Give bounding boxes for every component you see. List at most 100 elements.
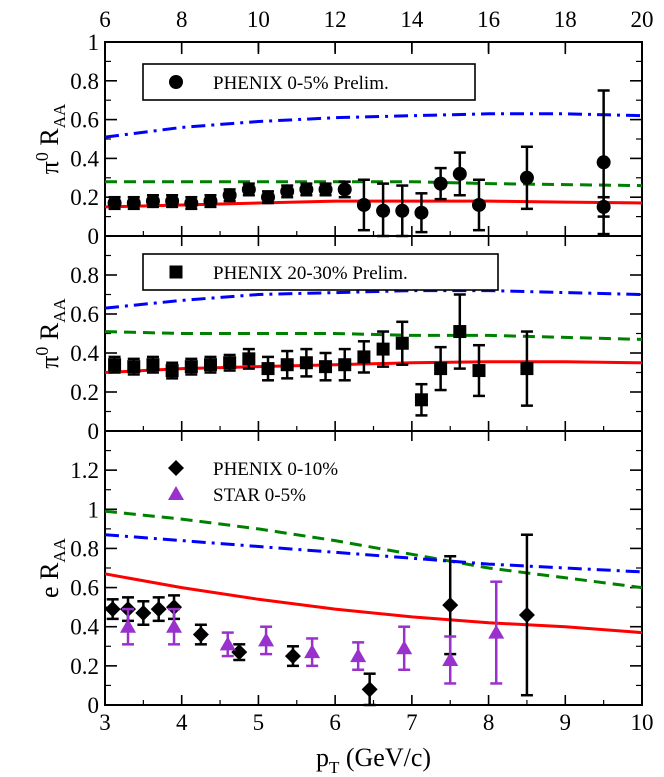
- data-point: [395, 203, 410, 218]
- data-point: [453, 325, 467, 339]
- data-point: [414, 205, 429, 220]
- data-point: [304, 644, 321, 659]
- data-point: [318, 182, 333, 197]
- x2-tick-label: 12: [324, 7, 347, 32]
- data-point: [261, 362, 275, 376]
- legend: PHENIX 0-10% STAR 0-5%: [168, 459, 338, 506]
- x-tick-label: 10: [631, 710, 654, 735]
- data-point: [414, 393, 428, 407]
- data-point: [222, 188, 237, 203]
- y-tick-label: 0.2: [70, 185, 99, 210]
- data-point: [396, 640, 413, 655]
- legend-label: PHENIX 0-10%: [213, 459, 338, 480]
- data-point: [120, 618, 137, 633]
- x2-tick-label: 14: [400, 7, 424, 32]
- curve-dashdot: [105, 533, 642, 574]
- x2-tick-label: 10: [247, 7, 270, 32]
- data-point: [126, 196, 141, 211]
- x2-tick-label: 20: [631, 7, 654, 32]
- y-tick-label: 1: [88, 30, 100, 55]
- data-point: [280, 184, 295, 199]
- y-tick-label: 0.4: [70, 615, 99, 640]
- data-point: [261, 190, 276, 205]
- y-tick-label: 0: [88, 419, 100, 444]
- data-point: [135, 605, 152, 622]
- data-point: [442, 651, 459, 666]
- y-tick-label: 0.6: [70, 108, 99, 133]
- data-point: [433, 176, 448, 191]
- data-point: [166, 618, 183, 633]
- data-point: [284, 648, 301, 665]
- data-point: [231, 644, 248, 661]
- data-point: [184, 360, 198, 374]
- data-point: [184, 196, 199, 211]
- legend-label: PHENIX 0-5% Prelim.: [213, 73, 389, 94]
- legend-label: PHENIX 20-30% Prelim.: [213, 263, 408, 284]
- panel-top: 0 0.2 0.4 0.6 0.8 1 π0 RAA PHENIX 0-5% Prelim.: [32, 30, 643, 249]
- data-point: [150, 601, 167, 618]
- curve-dashdot: [105, 112, 642, 139]
- data-point: [280, 358, 294, 372]
- data-point: [376, 342, 390, 356]
- y-tick-label: 1: [88, 497, 100, 522]
- x2-tick-label: 18: [554, 7, 577, 32]
- data-point: [519, 170, 534, 185]
- data-point: [472, 364, 486, 378]
- data-point: [219, 636, 236, 651]
- legend-box: [142, 253, 499, 291]
- data-point: [145, 194, 160, 209]
- data-point: [165, 194, 180, 209]
- data-point: [350, 648, 367, 663]
- data-point: [146, 358, 160, 372]
- data-point: [395, 336, 409, 350]
- x-axis-title: pT (GeV/c): [316, 743, 431, 777]
- data-point: [107, 196, 122, 211]
- x-tick-label: 9: [560, 710, 572, 735]
- data-point: [203, 358, 217, 372]
- data-point: [127, 360, 141, 374]
- data-point: [319, 360, 333, 374]
- y-tick-label: 0.6: [70, 576, 99, 601]
- x-tick-label: 6: [329, 710, 341, 735]
- y-tick-label: 0.8: [70, 263, 99, 288]
- legend-marker: [169, 75, 183, 89]
- curve-dashed: [105, 330, 642, 341]
- data-point: [299, 356, 313, 370]
- data-point: [442, 597, 459, 614]
- data-point: [192, 626, 209, 643]
- legend-label: STAR 0-5%: [213, 485, 306, 506]
- y-axis-title: π0 RAA: [32, 103, 69, 174]
- legend-box: [142, 63, 476, 101]
- data-point: [356, 197, 371, 212]
- curve-dashdot: [105, 289, 642, 310]
- panel-middle: 0 0.2 0.4 0.6 0.8π0 RAA PHENIX 20-30% Prelim.: [32, 235, 643, 444]
- y-tick-label: 0.2: [70, 654, 99, 679]
- y-tick-label: 0: [88, 224, 100, 249]
- data-point: [452, 166, 467, 181]
- data-point: [166, 599, 183, 616]
- y-tick-label: 0.8: [70, 69, 99, 94]
- data-point: [203, 194, 218, 209]
- data-point: [596, 155, 611, 170]
- data-point: [488, 624, 505, 639]
- x-tick-label: 5: [253, 710, 265, 735]
- legend-marker: [169, 265, 183, 279]
- x2-tick-label: 16: [477, 7, 500, 32]
- data-point: [104, 601, 121, 618]
- legend-marker: [168, 460, 184, 476]
- curve-dashed: [105, 509, 642, 590]
- curve-dashed: [105, 180, 642, 188]
- data-point: [520, 362, 534, 376]
- x2-tick-label: 6: [99, 7, 111, 32]
- y-axis-title: π0 RAA: [32, 298, 69, 369]
- data-point: [223, 356, 237, 370]
- data-point: [361, 681, 378, 698]
- data-point: [165, 364, 179, 378]
- x-tick-label: 8: [483, 710, 495, 735]
- x-tick-label: 3: [99, 710, 111, 735]
- y-tick-label: 0.4: [70, 146, 99, 171]
- y-tick-label: 0.8: [70, 536, 99, 561]
- data-point: [242, 352, 256, 366]
- legend: PHENIX 20-30% Prelim.: [142, 253, 499, 291]
